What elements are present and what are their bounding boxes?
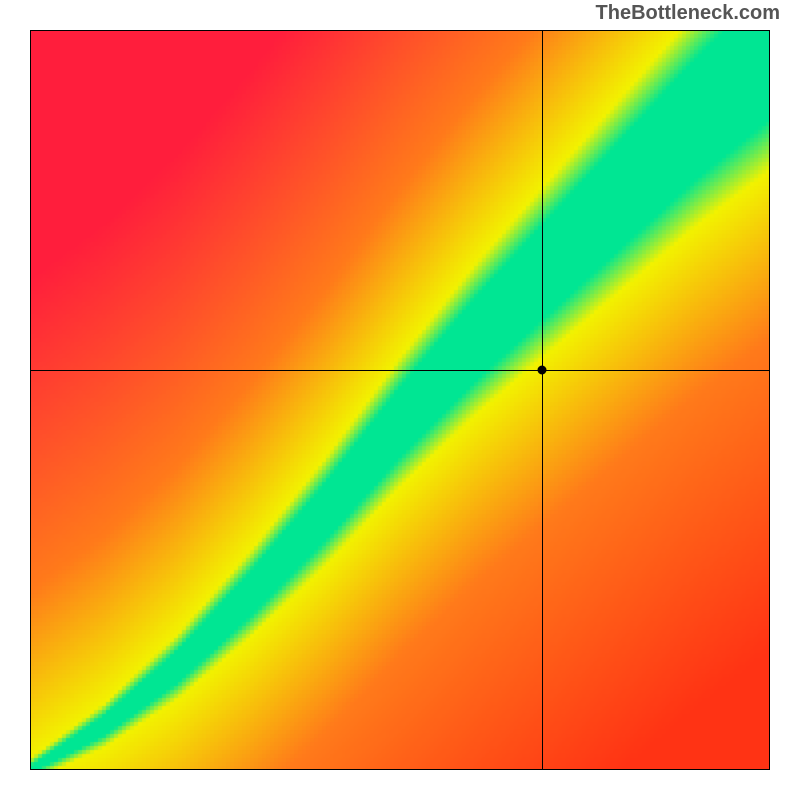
bottleneck-heatmap bbox=[30, 30, 770, 770]
attribution-text: TheBottleneck.com bbox=[596, 2, 780, 25]
plot-area bbox=[30, 30, 770, 770]
crosshair-horizontal bbox=[30, 370, 770, 371]
crosshair-marker bbox=[538, 366, 547, 375]
crosshair-vertical bbox=[542, 30, 543, 770]
